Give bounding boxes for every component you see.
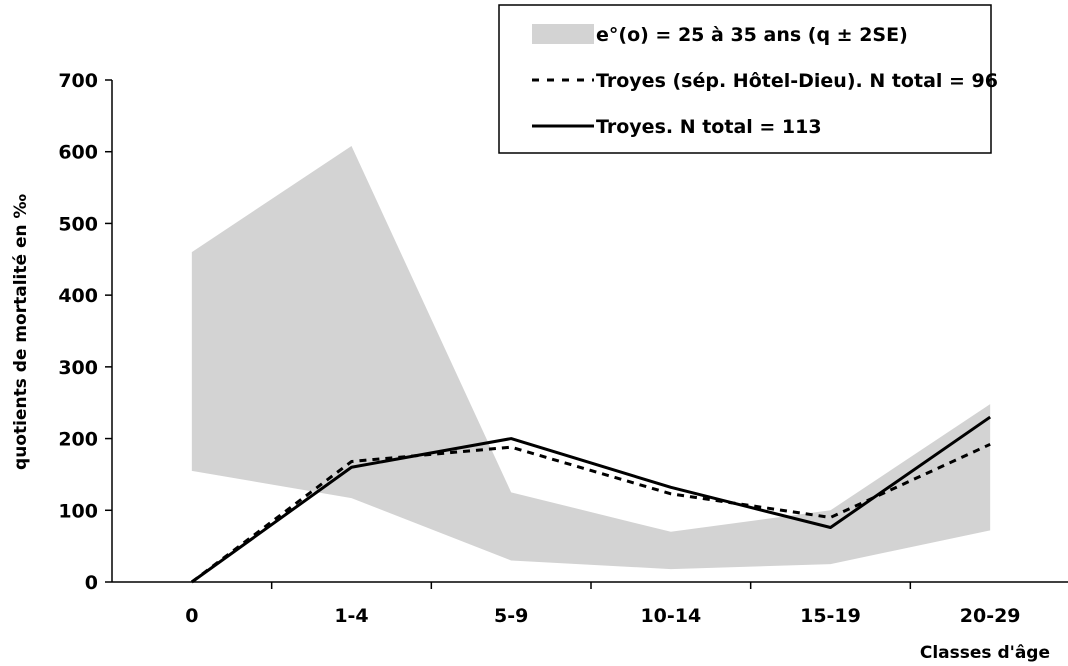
x-tick-label: 0 xyxy=(185,605,198,627)
legend: e°(o) = 25 à 35 ans (q ± 2SE) Troyes (sé… xyxy=(498,4,998,154)
y-tick-label: 500 xyxy=(58,213,98,235)
axes: 0 100 200 300 400 500 600 700 0 1-4 5-9 10-14 15-19 2… xyxy=(58,70,1068,627)
series-line-solid xyxy=(190,415,992,584)
confidence-band-layer xyxy=(191,145,991,570)
x-tick-label: 15-19 xyxy=(800,605,861,627)
legend-swatch-band xyxy=(532,24,594,44)
x-axis-title: Classes d'âge xyxy=(920,643,1050,663)
y-tick-label: 0 xyxy=(85,572,98,594)
confidence-band xyxy=(191,145,991,570)
y-tick-label: 100 xyxy=(58,500,98,522)
y-axis-title: quotients de mortalité en ‰ xyxy=(11,194,31,470)
x-tick-label: 10-14 xyxy=(640,605,701,627)
y-tick-label: 700 xyxy=(58,70,98,92)
legend-label-band: e°(o) = 25 à 35 ans (q ± 2SE) xyxy=(596,24,908,46)
x-tick-label: 1-4 xyxy=(334,605,368,627)
legend-label-dashed: Troyes (sép. Hôtel-Dieu). N total = 96 xyxy=(596,70,998,92)
legend-label-solid: Troyes. N total = 113 xyxy=(596,116,822,138)
series-line-dashed xyxy=(190,442,991,584)
x-tick-label: 5-9 xyxy=(494,605,528,627)
y-tick-label: 400 xyxy=(58,285,98,307)
y-tick-label: 300 xyxy=(58,357,98,379)
y-tick-label: 200 xyxy=(58,429,98,451)
x-tick-label: 20-29 xyxy=(960,605,1021,627)
y-tick-label: 600 xyxy=(58,142,98,164)
series-layer xyxy=(190,415,992,584)
